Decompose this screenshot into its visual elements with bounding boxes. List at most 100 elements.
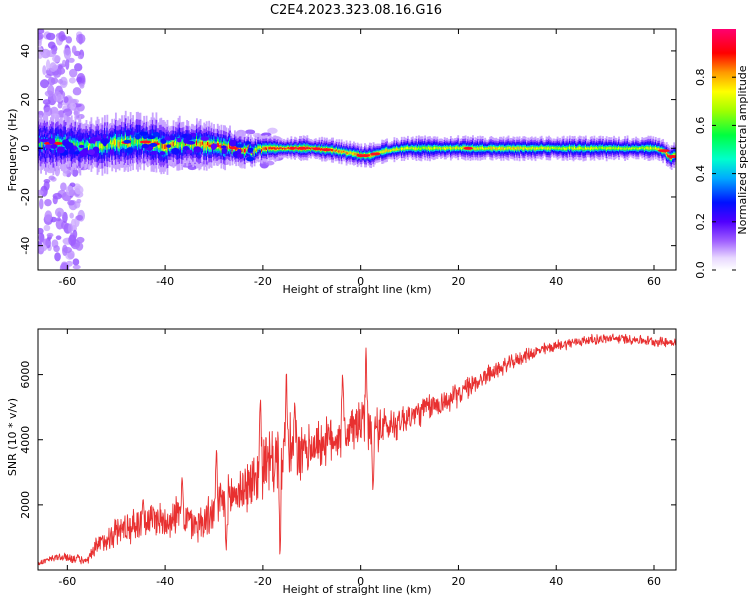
spectrogram-ridge-cell	[139, 138, 142, 144]
spectrogram-noise-cell	[171, 147, 180, 155]
spectrogram-ridge-cell	[370, 154, 373, 157]
spectrogram-noise-cell	[176, 137, 182, 143]
spectrogram-ridge-cell	[528, 147, 531, 150]
spectrogram-ridge-cell	[583, 147, 586, 150]
spectrogram-noise-cell	[38, 137, 41, 144]
spectrogram-ridge-cell	[611, 147, 614, 149]
spectrogram-ridge-cell	[270, 147, 273, 150]
spectrogram-ridge-cell	[229, 143, 231, 148]
spectrogram-ridge-cell	[94, 144, 96, 149]
spectrogram-noise-cell	[38, 232, 45, 243]
spectrogram-ridge-cell	[383, 150, 386, 153]
spectrogram-ridge-cell	[411, 147, 414, 150]
spectrogram-noise-cell	[44, 198, 52, 207]
spectrogram-ridge-cell	[195, 140, 198, 146]
spectrogram-ridge-cell	[613, 146, 615, 150]
spectrogram-noise-cell	[87, 149, 96, 156]
spectrogram-ridge-cell	[311, 147, 314, 149]
spectrogram-ridge-cell	[57, 138, 60, 145]
spectrogram-ridge-cell	[559, 147, 561, 149]
spectrogram-ridge-cell	[548, 146, 550, 150]
spectrogram-ridge-cell	[435, 146, 438, 149]
spectrogram-ridge-cell	[388, 149, 391, 152]
spectrogram-peak	[361, 154, 370, 158]
spectrogram-noise-cell	[193, 146, 202, 153]
spectrogram-noise-cell	[56, 146, 65, 154]
spectrogram-ridge-cell	[268, 147, 271, 150]
spectrogram-ridge-cell	[518, 147, 521, 150]
spectrogram-noise-cell	[43, 224, 51, 232]
spectrogram-noise-cell	[63, 96, 69, 104]
spectrogram-ridge-cell	[258, 146, 261, 149]
spectrogram-ridge-cell	[453, 146, 456, 149]
spectrogram-heatmap	[38, 29, 676, 270]
snr-frame	[37, 328, 677, 571]
spectrogram-ridge-cell	[530, 147, 533, 150]
spectrogram-noise-cell	[79, 83, 85, 89]
spectrogram-ridge-cell	[622, 147, 625, 150]
spectrogram-noise-cell	[76, 198, 82, 204]
spectrogram-ridge-cell	[107, 143, 110, 148]
spectrogram-y-tick-label: 0	[19, 145, 32, 152]
spectrogram-noise-cell	[43, 178, 51, 184]
spectrogram-ridge-cell	[180, 141, 182, 146]
spectrogram-ridge-cell	[132, 140, 134, 146]
spectrogram-ridge-cell	[346, 152, 349, 155]
spectrogram-ridge-cell	[546, 147, 549, 150]
spectrogram-ridge-cell	[589, 147, 592, 150]
spectrogram-ridge-cell	[284, 147, 287, 150]
colorbar: 0.0 0.2 0.4 0.6 0.8 Normalized spectral ampl…	[694, 29, 749, 279]
spectrogram-ridge-cell	[409, 147, 412, 150]
spectrogram-ridge-cell	[157, 143, 160, 148]
spectrogram-ridge-cell	[199, 141, 202, 147]
spectrogram-ridge-cell	[447, 147, 450, 150]
spectrogram-ridge-cell	[96, 143, 99, 149]
spectrogram-ridge-cell	[633, 147, 636, 150]
spectrogram-ridge-cell	[368, 153, 371, 157]
spectrogram-ridge-cell	[343, 150, 346, 153]
spectrogram-ridge-cell	[241, 149, 244, 152]
spectrogram-ridge-cell	[632, 147, 635, 150]
spectrogram-ridge-cell	[267, 146, 269, 149]
spectrogram-noise-cell	[96, 135, 102, 139]
spectrogram-ridge-cell	[400, 147, 403, 151]
colorbar-ticks: 0.0 0.2 0.4 0.6 0.8	[694, 68, 736, 279]
spectrogram-ridge-cell	[418, 146, 420, 150]
spectrogram-ridge-cell	[308, 147, 311, 150]
colorbar-tick-label: 0.8	[694, 68, 707, 86]
spectrogram-y-tick-label: -40	[19, 237, 32, 255]
spectrogram-ridge-cell	[151, 139, 154, 145]
spectrogram-ridge-cell	[335, 149, 338, 152]
snr-series	[38, 333, 676, 566]
spectrogram-ridge-cell	[116, 140, 119, 145]
spectrogram-ridge-cell	[648, 147, 651, 150]
spectrogram-noise-cell	[75, 242, 84, 251]
spectrogram-noise-cell	[126, 147, 134, 154]
spectrogram-ridge-cell	[338, 150, 341, 153]
spectrogram-ridge-cell	[610, 147, 613, 150]
spectrogram-ridge-cell	[108, 143, 111, 148]
spectrogram-ridge-cell	[541, 147, 544, 150]
spectrogram-noise-cell	[45, 32, 56, 41]
spectrogram-noise-cell	[44, 144, 53, 149]
spectrogram-ridge-cell	[257, 146, 260, 150]
spectrogram-ridge-cell	[405, 147, 408, 149]
spectrogram-ridge-cell	[135, 138, 138, 144]
spectrogram-ridge-cell	[565, 147, 568, 150]
spectrogram-ridge-cell	[345, 151, 348, 155]
spectrogram-noise-cell	[55, 235, 62, 240]
spectrogram-ridge-cell	[84, 144, 87, 149]
spectrogram-ridge-cell	[339, 150, 342, 153]
spectrogram-ridge-cell	[592, 147, 595, 150]
spectrogram-ridge-cell	[597, 147, 600, 150]
spectrogram-ridge-cell	[454, 147, 457, 150]
spectrogram-ridge-cell	[74, 139, 77, 145]
snr-panel: -60 -40 -20 0 20 40 60 2000 4000 6000 Height of …	[6, 328, 677, 596]
spectrogram-x-ticks: -60 -40 -20 0 20 40 60	[58, 29, 661, 288]
spectrogram-ridge-cell	[544, 147, 547, 150]
spectrogram-noise-cell	[48, 175, 56, 181]
spectrogram-ridge-cell	[604, 147, 607, 149]
spectrogram-ridge-cell	[386, 149, 388, 152]
spectrogram-peak	[667, 155, 676, 159]
spectrogram-ridge-cell	[261, 149, 263, 152]
